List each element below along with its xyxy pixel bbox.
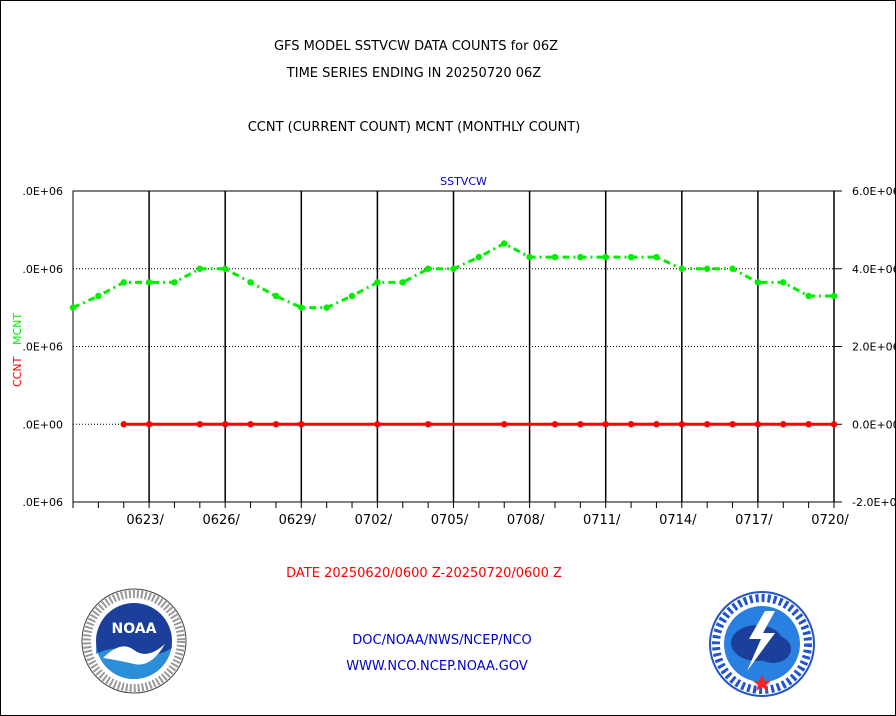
x-tick-label: 0711/: [583, 513, 621, 528]
data-point-mcnt: [526, 253, 533, 261]
y-axis-label-mcnt: MCNT: [11, 313, 24, 345]
data-point-mcnt: [830, 292, 838, 300]
data-point-mcnt: [805, 292, 812, 300]
data-point-mcnt: [120, 279, 127, 286]
y-tick-label-left: .0E+06: [22, 263, 63, 276]
data-point-mcnt: [627, 253, 635, 261]
data-point-ccnt: [830, 421, 838, 428]
data-point-ccnt: [805, 421, 812, 428]
y-tick-label-left: .0E+06: [22, 185, 63, 198]
y-tick-label-right: -2.0E+06: [852, 496, 895, 509]
data-point-mcnt: [374, 279, 381, 286]
data-point-mcnt: [475, 253, 483, 261]
data-point-mcnt: [551, 253, 559, 261]
website-link[interactable]: WWW.NCO.NCEP.NOAA.GOV: [346, 659, 528, 674]
data-point-ccnt: [754, 421, 762, 428]
data-point-mcnt: [754, 279, 762, 286]
org-path-label: DOC/NOAA/NWS/NCEP/NCO: [352, 633, 532, 648]
x-tick-label: 0714/: [659, 513, 697, 528]
x-tick-label: 0720/: [811, 513, 849, 528]
data-point-ccnt: [247, 421, 254, 428]
data-point-mcnt: [424, 265, 432, 272]
data-point-mcnt: [196, 265, 204, 272]
y-axis-label-ccnt: CCNT: [11, 356, 24, 387]
data-point-mcnt: [272, 292, 280, 300]
y-tick-label-right: 6.0E+06: [852, 185, 895, 198]
y-tick-label-left: .0E+06: [22, 341, 63, 354]
noaa-logo: NOAA: [81, 588, 187, 694]
x-tick-label: 0708/: [507, 513, 545, 528]
data-point-ccnt: [424, 421, 432, 428]
data-point-ccnt: [653, 421, 660, 428]
data-point-mcnt: [69, 304, 77, 311]
x-tick-label: 0629/: [279, 513, 317, 528]
data-point-ccnt: [298, 421, 305, 428]
y-tick-label-left: .0E+06: [22, 496, 63, 509]
x-tick-label: 0626/: [202, 513, 240, 528]
data-point-mcnt: [171, 279, 178, 286]
data-point-mcnt: [95, 292, 102, 300]
data-point-ccnt: [678, 421, 685, 428]
data-point-ccnt: [780, 421, 787, 428]
data-point-ccnt: [120, 421, 127, 428]
data-point-mcnt: [678, 265, 685, 272]
y-tick-label-right: 2.0E+06: [852, 341, 895, 354]
chart-subtitle: CCNT (CURRENT COUNT) MCNT (MONTHLY COUNT…: [247, 120, 581, 135]
data-point-mcnt: [653, 253, 660, 261]
date-range-label: DATE 20250620/0600 Z-20250720/0600 Z: [286, 566, 562, 581]
data-point-ccnt: [272, 421, 280, 428]
data-point-mcnt: [602, 253, 609, 261]
data-point-mcnt: [780, 279, 787, 286]
data-point-ccnt: [222, 421, 229, 428]
y-tick-label-left: .0E+00: [22, 418, 63, 431]
x-tick-label: 0705/: [431, 513, 469, 528]
data-point-mcnt: [348, 292, 356, 300]
data-point-ccnt: [196, 421, 204, 428]
data-point-mcnt: [577, 253, 584, 261]
data-point-mcnt: [222, 265, 229, 272]
x-tick-label: 0717/: [735, 513, 773, 528]
data-point-ccnt: [551, 421, 559, 428]
data-point-mcnt: [247, 279, 254, 286]
y-tick-label-right: 4.0E+06: [852, 263, 895, 276]
panel-title: SSTVCW: [440, 175, 487, 188]
chart-title-line1: GFS MODEL SSTVCW DATA COUNTS for 06Z: [273, 39, 559, 54]
data-point-ccnt: [374, 421, 381, 428]
data-point-ccnt: [602, 421, 609, 428]
chart-title-line2: TIME SERIES ENDING IN 20250720 06Z: [286, 66, 542, 81]
data-point-mcnt: [298, 304, 305, 311]
x-tick-label: 0623/: [126, 513, 164, 528]
data-point-mcnt: [729, 265, 736, 272]
nws-logo: [709, 591, 815, 697]
data-point-ccnt: [145, 421, 153, 428]
data-point-mcnt: [703, 265, 711, 272]
data-point-ccnt: [627, 421, 635, 428]
y-tick-label-right: 0.0E+00: [852, 418, 895, 431]
data-point-ccnt: [703, 421, 711, 428]
data-point-ccnt: [729, 421, 736, 428]
data-point-ccnt: [577, 421, 584, 428]
data-point-mcnt: [399, 279, 406, 286]
data-point-mcnt: [323, 304, 330, 311]
x-tick-label: 0702/: [355, 513, 393, 528]
data-point-mcnt: [145, 279, 153, 286]
data-point-ccnt: [501, 421, 508, 428]
data-point-mcnt: [450, 265, 457, 272]
data-point-mcnt: [501, 240, 508, 247]
noaa-logo-text: NOAA: [112, 621, 157, 637]
